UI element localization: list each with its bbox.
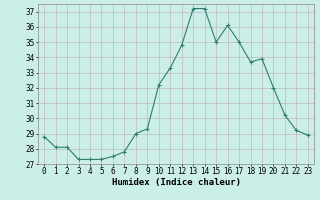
X-axis label: Humidex (Indice chaleur): Humidex (Indice chaleur) [111,178,241,187]
